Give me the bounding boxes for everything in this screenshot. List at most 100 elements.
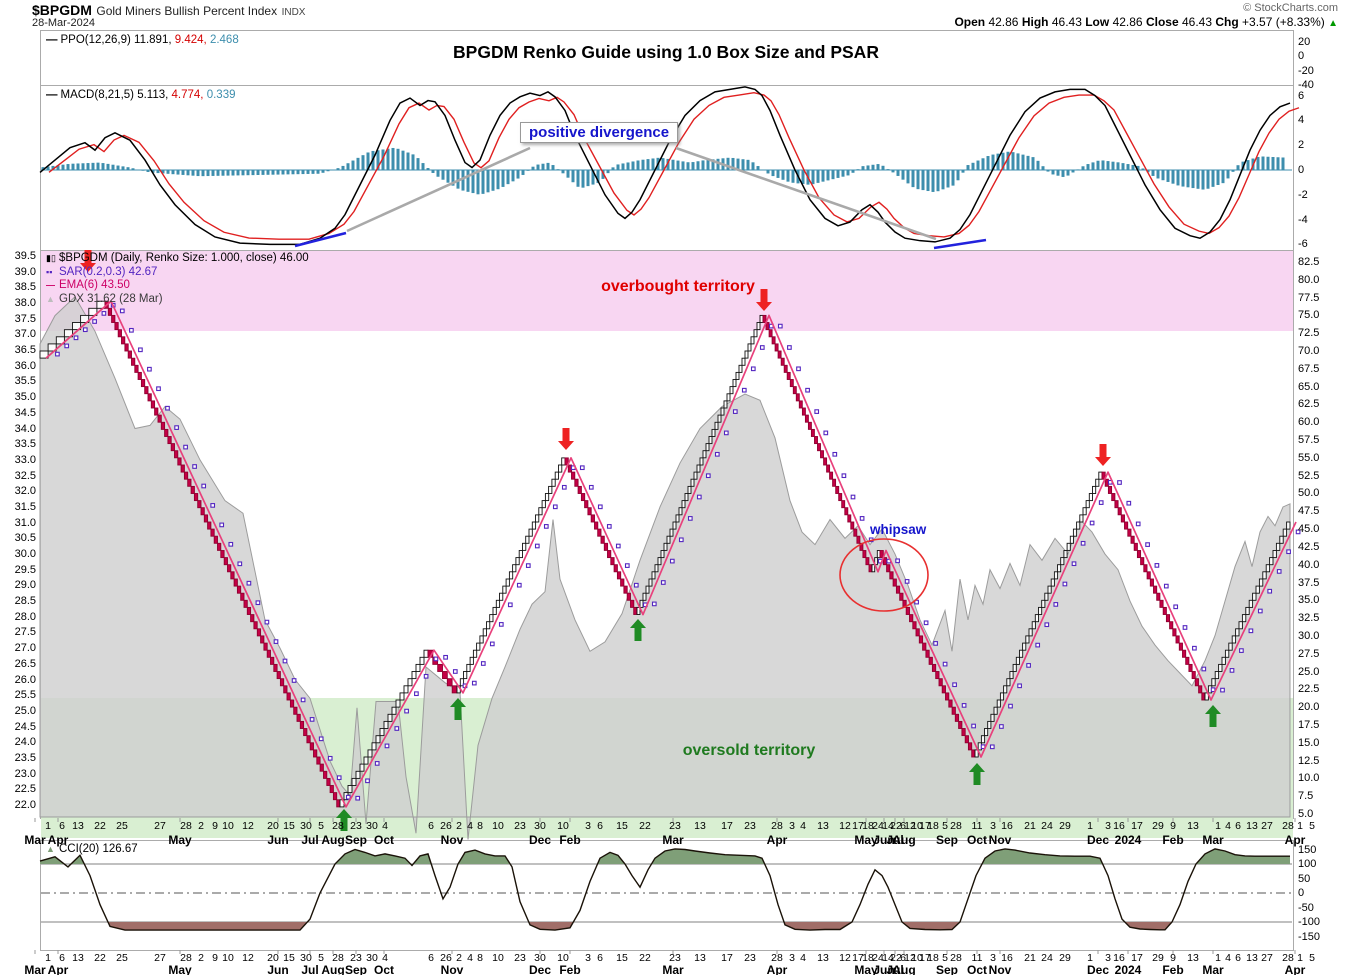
cci-axis-tick: 0 [1298,887,1305,899]
main-left-axis-tick: 29.5 [14,563,36,576]
x-axis-day-label: 5 [942,952,948,964]
x-axis-day-label: 27 [1261,820,1273,832]
main-left-axis-tick: 35.0 [14,391,36,404]
x-axis-day-label: 16 [1001,952,1013,964]
x-axis-day-label: 24 [1041,820,1053,832]
x-axis-day-label: 29 [1059,952,1071,964]
x-axis-day-label: 28 [1282,820,1294,832]
x-axis-month-label: Aug [321,963,345,975]
x-axis-month-label: Mar [662,833,684,847]
low-label: Low [1085,15,1110,29]
renko-icon: ▮▯ [46,253,56,263]
cci-axis-tick: -100 [1298,916,1321,928]
main-left-axis-tick: 22.5 [14,783,36,796]
x-axis-day-label: 4 [467,952,473,964]
x-axis-day-label: 28 [332,820,344,832]
main-right-axis-tick: 7.5 [1298,790,1314,803]
main-left-axis-tick: 30.0 [14,548,36,561]
x-axis-month-label: Dec [528,963,552,975]
macd-label: MACD(8,21,5) [60,89,135,101]
x-axis-day-label: 13 [1187,952,1199,964]
x-axis-day-label: 26 [440,952,452,964]
main-right-axis-tick: 55.0 [1298,451,1320,464]
ppo-label: PPO(12,26,9) [60,34,131,46]
x-axis-month-label: May [854,963,878,975]
x-axis-day-label: 4 [800,952,806,964]
x-axis-month-label: May [168,963,192,975]
header-line: $BPGDM Gold Miners Bullish Percent Index… [32,2,305,20]
x-axis-day-label: 30 [300,952,312,964]
high-label: High [1021,15,1049,29]
x-axis-day-label: 10 [557,820,569,832]
macd-label-row: — MACD(8,21,5) 5.113, 4.774, 0.339 [46,89,236,101]
x-axis-day-label: 1 [1297,952,1303,964]
cci-panel [40,840,1294,951]
x-axis-day-label: 23 [350,952,362,964]
positive-divergence-callout: positive divergence [520,122,679,143]
x-axis-day-label: 2 [456,820,462,832]
main-right-axis-tick: 42.5 [1298,540,1320,553]
main-left-axis-tick: 38.5 [14,281,36,294]
legend-gdx-row: ▲ GDX 31.62 (28 Mar) [46,293,309,307]
low-value: 42.86 [1112,15,1143,29]
x-axis-month-label: Nov [988,833,1012,847]
x-axis-month-label: Mar [24,833,46,847]
ticker-symbol: $BPGDM [32,2,92,18]
ticker-exchange: INDX [281,7,306,18]
x-axis-month-label: Mar [1202,963,1224,975]
x-axis-day-label: 18 [862,952,874,964]
x-axis-month-label: Oct [966,963,988,975]
main-left-axis-tick: 33.0 [14,453,36,466]
x-axis-day-label: 3 [1105,820,1111,832]
main-left-axis-tick: 31.5 [14,500,36,513]
macd-axis-tick: 2 [1298,139,1305,152]
cci-axis-tick: 50 [1298,872,1311,885]
x-axis-day-label: 12 [242,952,254,964]
x-axis-day-label: 8 [477,952,483,964]
x-axis-day-label: 8 [477,820,483,832]
main-right-axis-tick: 22.5 [1298,683,1320,696]
x-axis-day-label: 13 [1246,952,1258,964]
x-axis-day-label: 3 [789,952,795,964]
x-axis-day-label: 1 [1215,952,1221,964]
open-value: 42.86 [988,15,1019,29]
macd-axis-tick: 0 [1298,164,1305,176]
main-left-axis-tick: 30.5 [14,532,36,545]
x-axis-day-label: 3 [1105,952,1111,964]
x-axis-day-label: 13 [1187,820,1199,832]
x-axis-day-label: 29 [1059,820,1071,832]
x-axis-day-label: 5 [318,952,324,964]
main-right-axis-tick: 67.5 [1298,362,1320,375]
main-right-axis-tick: 32.5 [1298,612,1320,625]
x-axis-day-label: 6 [1235,952,1241,964]
x-axis-day-label: 23 [350,820,362,832]
main-left-axis-tick: 23.5 [14,751,36,764]
main-right-axis-tick: 62.5 [1298,398,1320,411]
x-axis-day-label: 23 [744,952,756,964]
ppo-value-3: 2.468 [209,34,239,46]
x-axis-day-label: 6 [59,952,65,964]
main-right-axis-tick: 5.0 [1298,807,1314,820]
x-axis-day-label: 17 [919,952,931,964]
x-axis-day-label: 27 [1261,952,1273,964]
x-axis-day-label: 20 [267,952,279,964]
main-left-axis-tick: 26.0 [14,673,36,686]
main-left-axis-tick: 27.5 [14,626,36,639]
x-axis-day-label: 28 [771,952,783,964]
x-axis-day-label: 22 [94,952,106,964]
x-axis-day-label: 15 [616,952,628,964]
x-axis-day-label: 25 [116,952,128,964]
main-right-axis-tick: 20.0 [1298,701,1320,714]
macd-value-2: 4.774, [171,89,204,101]
x-axis-month-label: Apr [47,963,69,975]
x-axis-day-label: 1 [1087,952,1093,964]
main-right-axis-tick: 27.5 [1298,647,1320,660]
x-axis-month-label: Nov [440,833,464,847]
main-left-axis-tick: 27.0 [14,642,36,655]
legend-symbol-row: ▮▯ $BPGDM (Daily, Renko Size: 1.000, clos… [46,252,309,266]
ema-line-icon: — [46,280,55,290]
main-left-axis-tick: 34.0 [14,422,36,435]
main-left-axis-tick: 39.5 [14,250,36,262]
main-left-axis-tick: 35.5 [14,375,36,388]
